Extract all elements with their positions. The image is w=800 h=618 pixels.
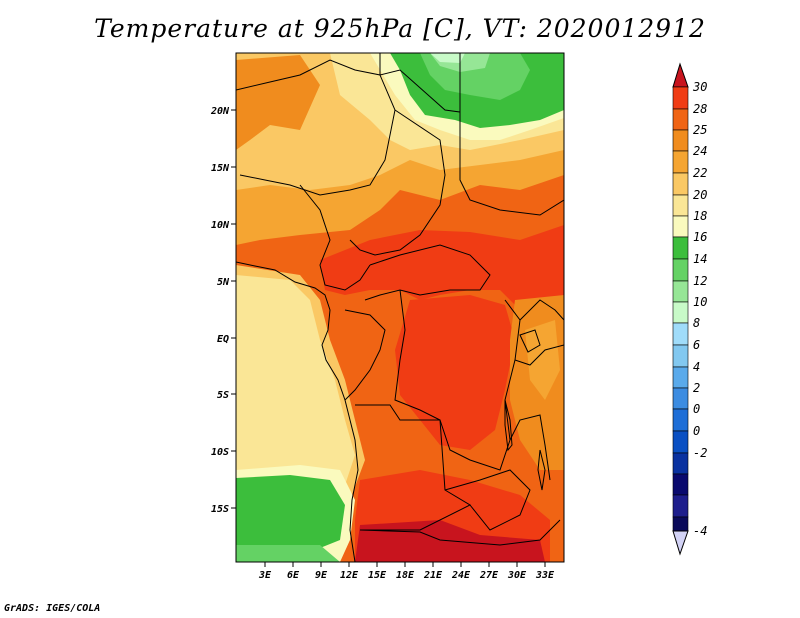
colorbar-label: 2 [693,381,700,395]
border-namibia-botswana [359,519,561,546]
field-12-14-sw [236,545,340,562]
y-tick-label: 15N [211,163,230,174]
field-14-16-sw [236,475,345,548]
colorbar-label: 22 [693,166,707,180]
x-tick-label: 33E [535,570,555,581]
map-title: Temperature at 925hPa [C], VT: 202001291… [94,14,706,43]
colorbar-label: 0 [693,402,700,416]
x-tick-label: 18E [396,570,415,581]
border-sahel [236,59,396,196]
colorbar-swatch [672,301,689,324]
colorbar-label: -4 [693,524,707,538]
colorbar-swatch [672,494,689,518]
x-tick-label: 15E [368,570,387,581]
colorbar-swatch [672,452,689,475]
colorbar: 30 28 25 24 22 20 18 16 14 12 10 8 6 4 2… [672,62,707,556]
colorbar-swatch [672,236,689,260]
colorbar-top-arrow [672,62,689,88]
coastline-west-africa [236,261,359,562]
x-tick-label: 30E [507,570,527,581]
colorbar-swatch [672,172,689,196]
border-chad [349,109,446,256]
x-tick-label: 3E [258,570,272,581]
x-tick-label: 6E [287,570,300,581]
x-tick-label: 9E [315,570,328,581]
grads-credit: GrADS: IGES/COLA [4,603,101,614]
colorbar-swatch [672,387,689,410]
border-libya-egypt [379,53,461,113]
colorbar-swatch [672,280,689,303]
border-zambia [444,469,531,531]
colorbar-label: 20 [693,188,707,202]
border-east-africa [509,299,564,481]
y-tick-label: 10N [211,220,230,231]
border-angola [355,404,472,531]
x-tick-label: 24E [451,570,471,581]
colorbar-swatch [672,86,689,110]
y-axis: 20N 15N 10N 5N EQ 5S 10S 15S [210,106,236,515]
x-tick-label: 21E [423,570,443,581]
colorbar-swatch [672,129,689,152]
border-sudan [459,112,564,216]
temperature-field [236,53,564,562]
y-tick-label: 5S [217,390,229,401]
border-car [364,244,491,301]
colorbar-label: -2 [693,446,707,460]
colorbar-label: 28 [693,102,707,116]
colorbar-label: 10 [693,295,707,309]
boundaries [236,53,564,562]
colorbar-label: 12 [693,274,707,288]
border-congo [344,309,386,401]
x-tick-label: 27E [479,570,499,581]
field-28-30-central [320,225,564,310]
lake-victoria [519,329,541,353]
colorbar-swatch [672,150,689,174]
colorbar-swatch [672,366,689,389]
lake-malawi [537,449,546,491]
colorbar-label: 24 [693,144,707,158]
colorbar-label: 25 [693,123,707,137]
border-nigeria-cameroon [299,184,371,291]
colorbar-swatch [672,108,689,131]
y-tick-label: EQ [217,334,229,345]
colorbar-swatch [672,258,689,282]
y-tick-label: 15S [211,504,229,515]
y-tick-label: 10S [211,447,229,458]
y-tick-label: 20N [210,106,230,117]
colorbar-swatch [672,194,689,217]
colorbar-swatch [672,516,689,532]
field-24-25-north [236,55,320,150]
x-axis: 3E 6E 9E 12E 15E 18E 21E 24E 27E 30E 33E [258,562,555,581]
colorbar-bottom-arrow [672,530,689,556]
y-tick-label: 5N [217,277,230,288]
border-drc [394,289,521,471]
colorbar-swatch [672,215,689,238]
colorbar-label: 4 [693,360,700,374]
colorbar-swatch [672,408,689,432]
colorbar-label: 8 [693,316,700,330]
colorbar-label: 14 [693,252,707,266]
lake-tanganyika [504,399,513,452]
colorbar-swatch [672,473,689,496]
colorbar-swatch [672,430,689,454]
colorbar-label: 0 [693,424,700,438]
field-22-24-east [525,320,560,400]
field-28-30-congo [395,295,515,450]
colorbar-swatch [672,344,689,368]
colorbar-label: 6 [693,338,700,352]
field-18-20-atlantic [236,275,355,485]
colorbar-label: 16 [693,230,707,244]
field-8-10-ne [430,53,465,63]
x-tick-label: 12E [340,570,359,581]
colorbar-swatch [672,322,689,346]
colorbar-label: 18 [693,209,707,223]
colorbar-label: 30 [692,80,707,94]
map-frame [235,52,565,563]
